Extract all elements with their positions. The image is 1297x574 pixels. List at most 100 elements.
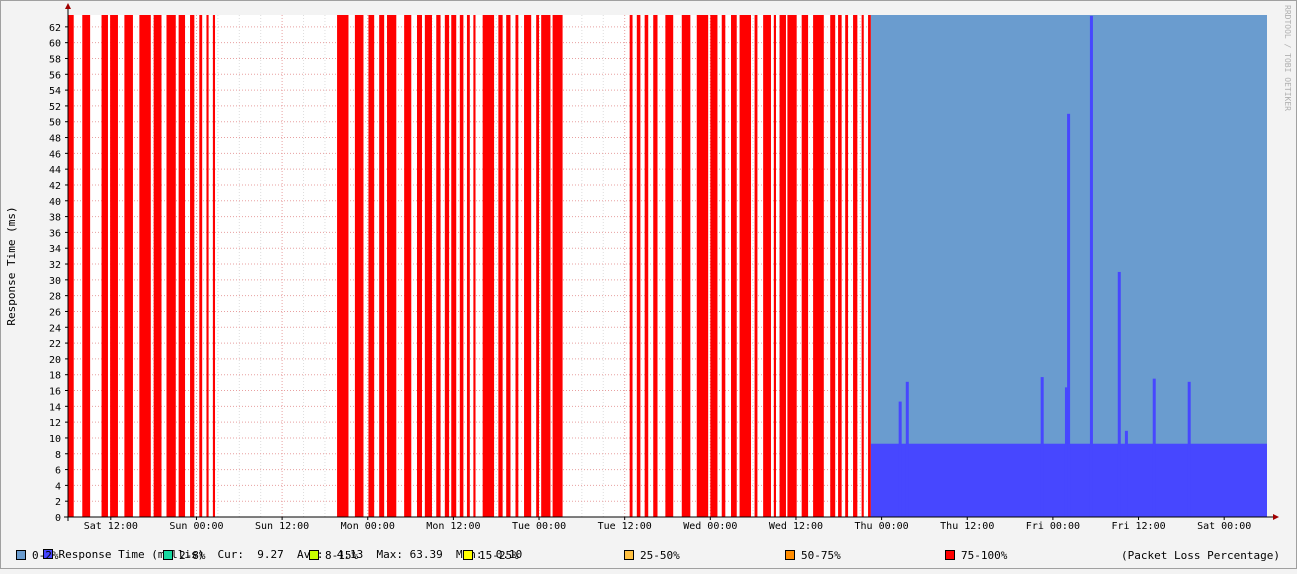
loss-75-100-bar <box>404 15 412 517</box>
loss-legend-item: 0-2% <box>16 549 59 562</box>
loss-75-100-bar <box>368 15 375 517</box>
loss-75-100-bar <box>153 15 162 517</box>
loss-swatch <box>463 550 473 560</box>
y-tick-label: 14 <box>49 402 61 413</box>
x-tick-label: Sat 00:00 <box>1197 521 1251 532</box>
loss-75-100-bar <box>536 15 540 517</box>
x-tick-label: Wed 00:00 <box>683 521 737 532</box>
loss-75-100-bar <box>416 15 422 517</box>
loss-75-100-bar <box>387 15 397 517</box>
loss-legend-label: 25-50% <box>640 549 680 562</box>
loss-75-100-bar <box>206 15 209 517</box>
y-tick-label: 48 <box>49 134 61 145</box>
loss-75-100-bar <box>68 15 74 517</box>
x-tick-label: Sun 12:00 <box>255 521 309 532</box>
x-tick-label: Sat 12:00 <box>84 521 138 532</box>
y-tick-label: 10 <box>49 434 61 445</box>
x-tick-label: Mon 12:00 <box>426 521 480 532</box>
loss-75-100-bar <box>178 15 186 517</box>
response-time-layer <box>870 15 1267 518</box>
loss-swatch <box>785 550 795 560</box>
loss-75-100-bar <box>498 15 503 517</box>
loss-75-100-bar <box>473 15 476 517</box>
loss-75-100-bar <box>451 15 457 517</box>
loss-swatch <box>945 550 955 560</box>
loss-75-100-bar <box>853 15 858 517</box>
cur-label: Cur: <box>217 548 244 561</box>
loss-75-100-bar <box>721 15 726 517</box>
loss-75-100-bar <box>482 15 495 517</box>
x-tick-label: Fri 00:00 <box>1026 521 1080 532</box>
loss-75-100-bar <box>354 15 364 517</box>
y-axis-arrow <box>65 3 71 9</box>
loss-75-100-bar <box>515 15 519 517</box>
y-tick-label: 18 <box>49 371 61 382</box>
loss-legend-item: 75-100% <box>945 549 1007 562</box>
loss-75-100-bar <box>868 15 871 517</box>
loss-75-100-bar <box>644 15 649 517</box>
y-tick-label: 56 <box>49 70 61 81</box>
y-tick-label: 52 <box>49 102 61 113</box>
loss-75-100-bar <box>190 15 195 517</box>
y-tick-label: 12 <box>49 418 61 429</box>
loss-75-100-bar <box>813 15 824 517</box>
loss-75-100-bar <box>845 15 849 517</box>
y-tick-label: 2 <box>55 497 61 508</box>
loss-75-100-bar <box>710 15 718 517</box>
avg-value: 4.13 <box>336 548 364 561</box>
loss-75-100-bar <box>636 15 641 517</box>
loss-legend-item: 8-15% <box>309 549 358 562</box>
loss-75-100-bar <box>459 15 464 517</box>
y-tick-label: 26 <box>49 307 61 318</box>
cur-value: 9.27 <box>257 548 284 561</box>
axis-layer: 0246810121416182022242628303234363840424… <box>49 3 1279 532</box>
x-tick-label: Wed 12:00 <box>769 521 823 532</box>
x-axis-arrow <box>1273 514 1279 520</box>
loss-75-100-bar <box>101 15 108 517</box>
response-spike <box>1040 377 1044 517</box>
loss-75-100-bar <box>787 15 797 517</box>
y-tick-label: 4 <box>55 481 61 492</box>
y-tick-label: 40 <box>49 197 61 208</box>
response-spike <box>1117 271 1121 517</box>
loss-75-100-bar <box>653 15 658 517</box>
y-tick-label: 6 <box>55 466 61 477</box>
y-axis-label: Response Time (ms) <box>5 206 18 325</box>
y-tick-label: 38 <box>49 213 61 224</box>
response-spike <box>1067 113 1071 517</box>
y-tick-label: 60 <box>49 39 61 50</box>
max-label: Max: <box>376 548 403 561</box>
loss-swatch <box>16 550 26 560</box>
response-spike <box>1124 430 1128 517</box>
y-tick-label: 42 <box>49 181 61 192</box>
loss-75-100-bar <box>681 15 691 517</box>
packet-loss-note: (Packet Loss Percentage) <box>1121 549 1280 562</box>
loss-75-100-bar <box>541 15 551 517</box>
response-swatch <box>42 549 53 559</box>
loss-75-100-bar <box>110 15 118 517</box>
y-tick-label: 34 <box>49 244 61 255</box>
y-tick-label: 8 <box>55 450 61 461</box>
loss-75-100-bar <box>139 15 151 517</box>
loss-legend-label: 8-15% <box>325 549 359 562</box>
loss-75-100-bar <box>212 15 216 517</box>
x-tick-label: Mon 00:00 <box>341 521 395 532</box>
loss-75-100-bar <box>337 15 349 517</box>
x-tick-label: Thu 00:00 <box>855 521 909 532</box>
y-tick-label: 16 <box>49 387 61 398</box>
loss-75-100-bar <box>801 15 809 517</box>
x-tick-label: Sun 00:00 <box>169 521 223 532</box>
loss-75-100-bar <box>379 15 385 517</box>
loss-legend-label: 15-25% <box>479 549 519 562</box>
loss-75-100-bar <box>779 15 786 517</box>
loss-75-100-bar <box>436 15 441 517</box>
y-tick-label: 20 <box>49 355 61 366</box>
loss-75-100-bar <box>629 15 633 517</box>
loss-75-100-bar <box>552 15 563 517</box>
response-spike <box>1152 378 1156 517</box>
y-tick-label: 36 <box>49 228 61 239</box>
loss-75-100-bar <box>506 15 511 517</box>
min-value: 0.10 <box>495 548 523 561</box>
x-tick-label: Fri 12:00 <box>1111 521 1165 532</box>
